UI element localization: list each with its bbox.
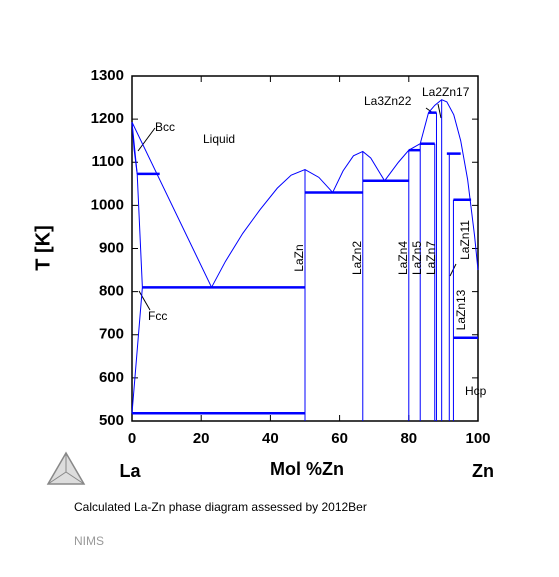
y-tick-label: 600 [99,369,124,386]
annotation: Liquid [203,132,235,146]
x-tick-label: 20 [193,430,210,447]
y-tick-label: 1100 [91,153,124,170]
phase-boundary [131,121,213,288]
x-right-label: Zn [472,461,494,481]
y-tick-label: 1300 [91,67,124,84]
annotation: LaZn13 [454,289,468,330]
y-axis-label: T [K] [32,225,54,271]
fcc-arrow [138,290,151,311]
annotation: LaZn [292,244,306,271]
x-tick-label: 80 [400,430,417,447]
phase-boundary [131,122,138,174]
phase-boundary [211,169,334,288]
annotation: La2Zn17 [422,85,470,99]
bcc-arrow [137,127,156,152]
annotation: LaZn4 [396,241,410,275]
annotation: La3Zn22 [364,94,412,108]
phase-boundary [332,150,386,193]
logo [46,451,86,485]
y-tick-label: 1200 [91,110,124,127]
footer: NIMS [74,534,104,548]
y-tick-label: 1000 [91,196,124,213]
annotation: Fcc [148,309,167,323]
annotation: LaZn2 [350,241,364,275]
y-tick-label: 700 [99,326,124,343]
annotation: LaZn5 [410,241,424,275]
annotation: Hcp [465,384,487,398]
x-tick-label: 40 [262,430,279,447]
chart-title: Calculated La-Zn phase diagram assessed … [74,500,367,514]
y-tick-label: 500 [99,412,124,429]
x-left-label: La [119,461,141,481]
y-tick-label: 900 [99,239,124,256]
x-tick-label: 100 [465,430,490,447]
x-axis-label: Mol %Zn [270,459,344,479]
la2zn17-arrow [437,103,442,119]
annotation: LaZn7 [424,241,438,275]
x-tick-label: 60 [331,430,348,447]
annotation: LaZn11 [458,220,472,260]
annotation: Bcc [155,120,175,134]
x-tick-label: 0 [128,430,136,447]
y-tick-label: 800 [99,283,124,300]
